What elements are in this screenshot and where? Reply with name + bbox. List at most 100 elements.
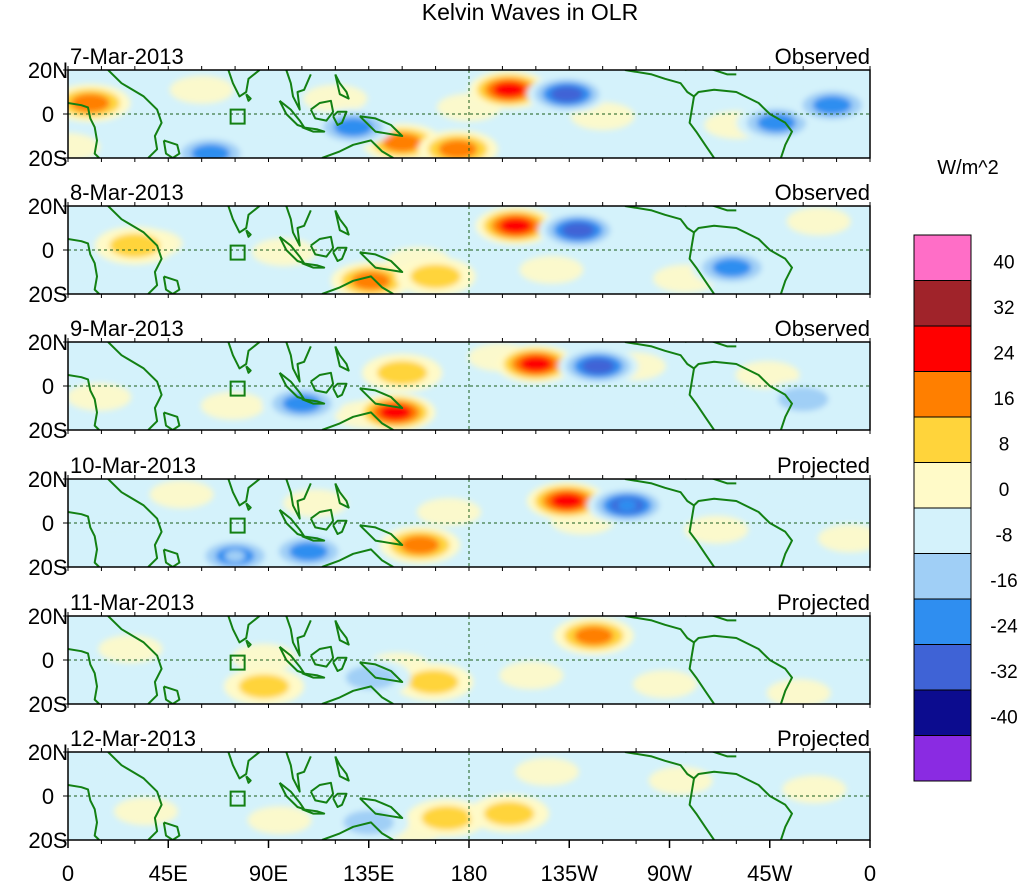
colorbar-box [913, 735, 972, 782]
colorbar-label: 8 [999, 435, 1010, 456]
y-tick-label: 20N [28, 58, 68, 83]
coastline [359, 115, 404, 137]
y-tick-label: 20S [28, 146, 67, 171]
weak-anomaly [236, 113, 301, 142]
coastlines [68, 342, 793, 430]
weak-anomaly [180, 768, 245, 797]
coastline [227, 342, 261, 370]
y-tick-label: 0 [42, 511, 54, 536]
coastline [332, 656, 348, 672]
colorbar-box [913, 462, 972, 509]
coastline [685, 479, 737, 485]
coastline [321, 139, 394, 158]
anomaly-core [525, 358, 546, 370]
y-tick-label: 20S [28, 692, 67, 717]
coastline [688, 642, 715, 704]
weak-anomaly [786, 207, 851, 236]
coastline [685, 616, 737, 622]
anomaly-core [343, 121, 364, 134]
x-tick-label: 135E [343, 861, 394, 886]
coastline [68, 374, 100, 430]
colorbar-box [913, 507, 972, 554]
weak-anomaly [432, 624, 497, 652]
coastline [245, 639, 252, 648]
anomaly-core [568, 224, 589, 237]
coastline [332, 519, 348, 535]
panel-6: 20N 0 20S 12-Mar-2013 Projected [28, 726, 871, 853]
coastline [332, 110, 348, 126]
weak-anomaly [149, 480, 214, 509]
y-tick-label: 20N [28, 194, 68, 219]
coastlines [68, 616, 793, 704]
coastline [309, 371, 335, 394]
coastline [162, 411, 181, 430]
coastline [321, 685, 394, 704]
coastline [359, 387, 404, 409]
coastline [321, 548, 394, 567]
coastline [68, 648, 100, 704]
panel-date: 10-Mar-2013 [70, 453, 196, 478]
coastline [624, 479, 793, 567]
anomaly-field [98, 616, 870, 704]
colorbar-box [913, 689, 972, 736]
colorbar-label: 24 [993, 344, 1015, 365]
anomaly-core [80, 97, 101, 109]
anomaly-core [793, 393, 814, 406]
anomaly-core [822, 99, 843, 112]
colorbar-box [913, 371, 972, 418]
maldives-box [229, 654, 246, 671]
x-tick-label: 0 [62, 861, 74, 886]
coastline [301, 672, 326, 679]
coastline [162, 821, 181, 840]
coastline [309, 99, 335, 122]
coastline [359, 251, 404, 273]
coastline [624, 616, 793, 704]
y-tick-label: 20S [28, 555, 67, 580]
colorbar-label: -32 [990, 662, 1017, 683]
y-tick-label: 20N [28, 740, 68, 765]
colorbar-label: -8 [996, 526, 1013, 547]
panel-date: 12-Mar-2013 [70, 726, 196, 751]
anomaly-core [200, 147, 221, 158]
panel-kind: Observed [775, 180, 870, 205]
maldives-box [229, 790, 246, 807]
panel-date: 7-Mar-2013 [70, 44, 184, 69]
coastline [332, 382, 348, 398]
coastline [688, 505, 715, 567]
anomaly-core [409, 539, 430, 551]
colorbar-box [913, 644, 972, 691]
anomaly-field [68, 206, 851, 294]
y-tick-label: 20N [28, 330, 68, 355]
colorbar-label: -24 [990, 617, 1018, 638]
colorbar-label: 40 [993, 253, 1014, 274]
x-tick-label: 45E [149, 861, 188, 886]
weak-anomaly [514, 757, 579, 786]
weak-anomaly [200, 391, 265, 420]
coastline [309, 508, 335, 531]
coastline [245, 229, 252, 238]
weak-anomaly [684, 515, 749, 544]
panel-kind: Observed [775, 44, 870, 69]
coastline [309, 645, 335, 668]
panel-5: 20N 0 20S 11-Mar-2013 Projected [28, 590, 871, 717]
anomaly-core [425, 270, 446, 283]
coastline [334, 209, 350, 236]
colorbar-box [913, 416, 972, 463]
coastline [321, 411, 394, 430]
coastline [688, 96, 715, 158]
weak-anomaly [699, 641, 764, 670]
coastline [359, 661, 404, 683]
coastline [285, 616, 312, 657]
anomaly-core [225, 550, 246, 562]
coastline [624, 342, 793, 430]
coastline [227, 752, 261, 780]
coastline [332, 246, 348, 262]
y-tick-label: 20S [28, 828, 67, 853]
maldives-box [229, 244, 246, 261]
coastline [227, 70, 261, 98]
coastline [245, 502, 252, 511]
panel-1: 20N 0 20S 7-Mar-2013 Observed [28, 44, 871, 171]
weak-anomaly [817, 524, 870, 553]
maldives-box [229, 517, 246, 534]
